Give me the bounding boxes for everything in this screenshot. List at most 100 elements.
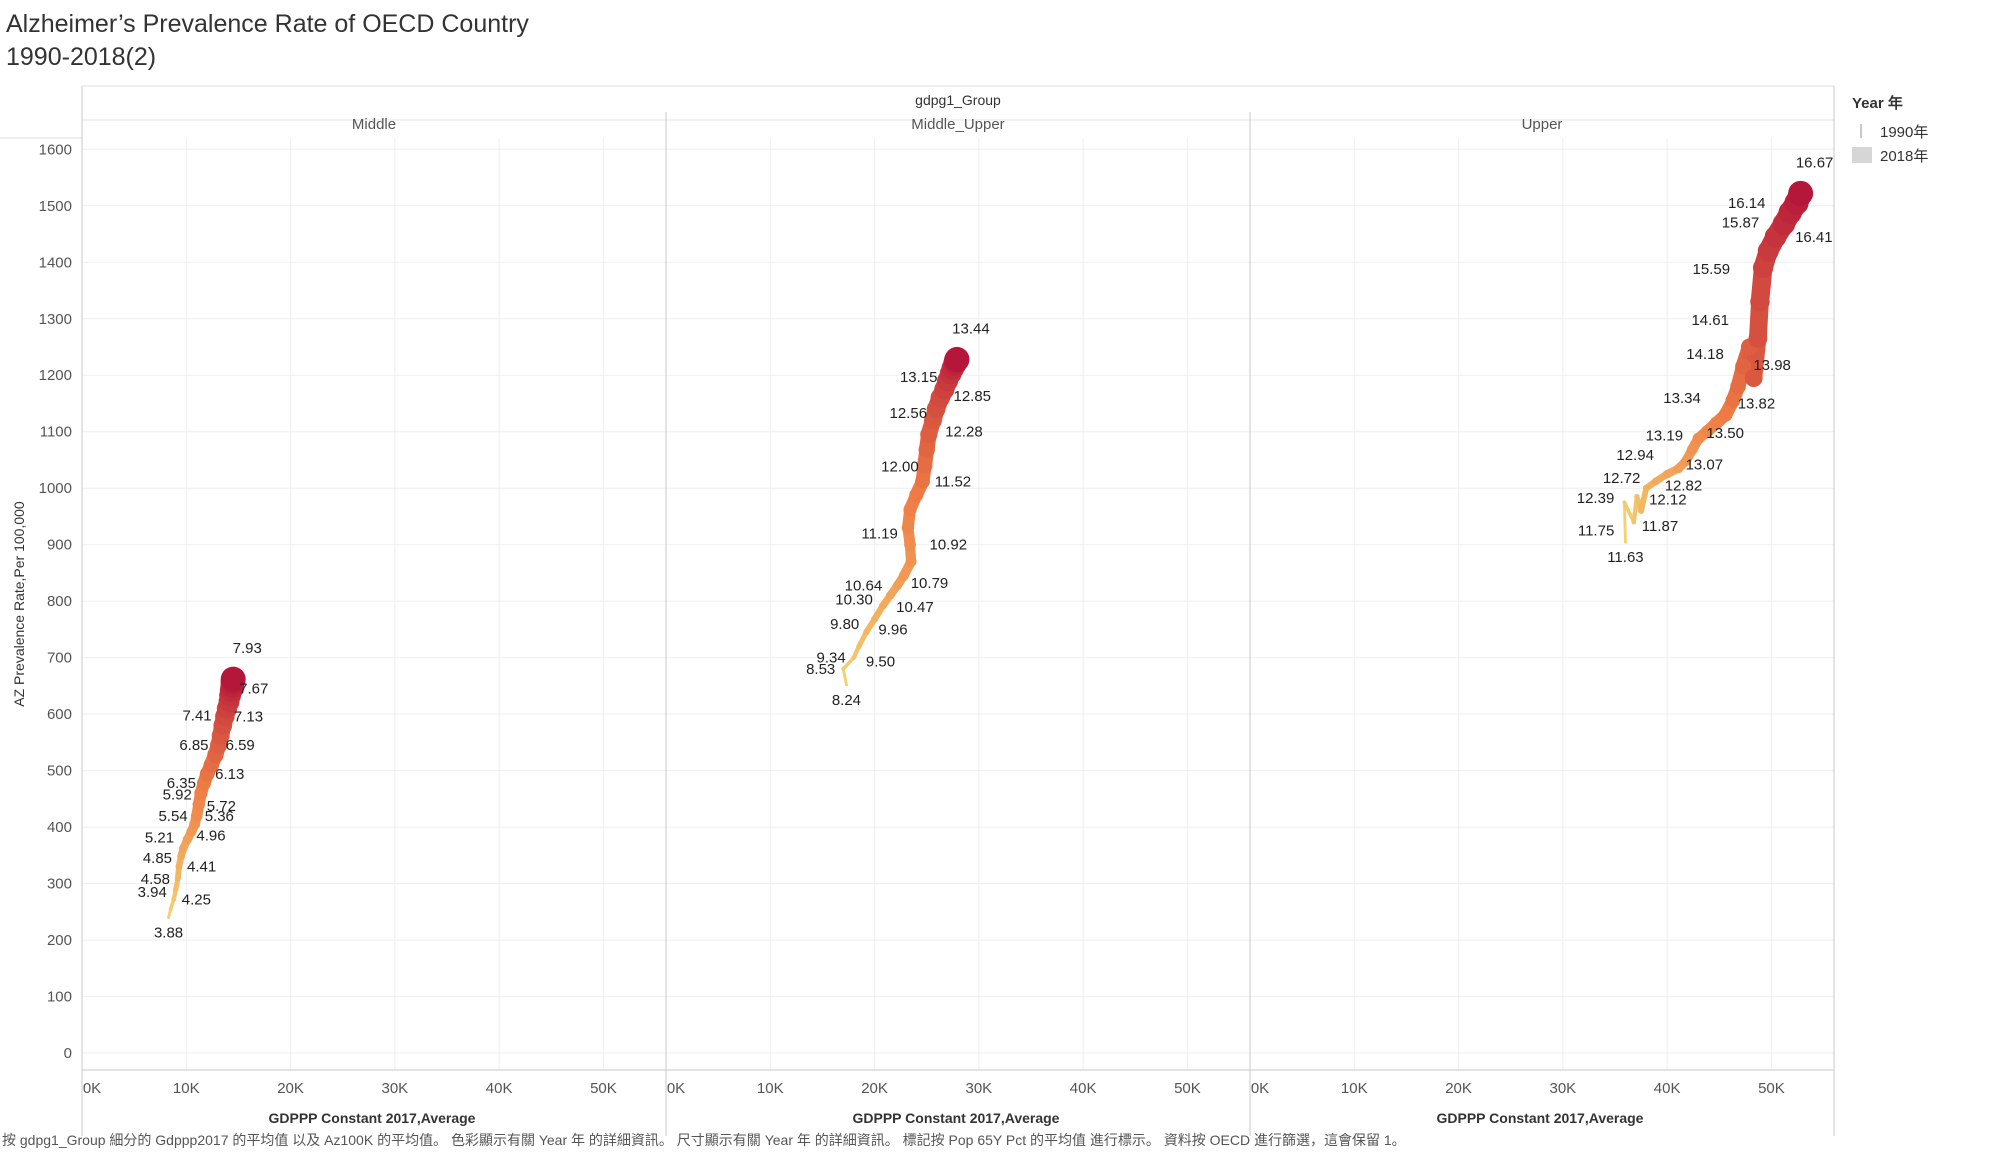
data-label: 11.75 — [1578, 523, 1614, 540]
data-point — [1622, 500, 1627, 505]
data-point — [916, 457, 933, 474]
data-label: 9.80 — [830, 616, 859, 633]
x-tick-label: 40K — [1070, 1080, 1097, 1097]
x-tick-label: 10K — [1341, 1080, 1368, 1097]
data-point — [1638, 507, 1645, 514]
y-tick-label: 1100 — [40, 424, 72, 441]
y-tick-label: 1600 — [39, 141, 72, 158]
legend-swatch-small — [1860, 124, 1862, 138]
data-point — [1651, 477, 1660, 486]
y-tick-label: 1300 — [39, 311, 72, 328]
panel-header-label: Middle_Upper — [911, 116, 1004, 133]
data-label: 11.87 — [1642, 518, 1678, 535]
data-point — [841, 667, 846, 671]
data-point — [190, 809, 203, 822]
data-point — [1662, 469, 1672, 479]
title-line-1: Alzheimer’s Prevalence Rate of OECD Coun… — [6, 10, 529, 38]
data-point — [885, 591, 895, 600]
data-point — [892, 580, 903, 591]
trail-segment — [1638, 485, 1650, 514]
y-tick-label: 200 — [47, 932, 72, 949]
y-tick-label: 1500 — [39, 198, 72, 215]
data-point — [1686, 444, 1698, 456]
legend: Year 年 1990年 2018年 — [1852, 92, 1928, 167]
data-label: 12.00 — [881, 459, 919, 476]
data-label: 13.15 — [900, 369, 938, 386]
chart-title: Alzheimer’s Prevalence Rate of OECD Coun… — [6, 8, 529, 74]
data-point — [1750, 292, 1770, 312]
data-label: 16.41 — [1795, 229, 1833, 246]
data-label: 13.50 — [1706, 425, 1744, 442]
legend-label-2018: 2018年 — [1880, 147, 1929, 165]
data-point — [879, 601, 887, 610]
x-tick-label: 10K — [173, 1080, 200, 1097]
x-axis-label: GDPPP Constant 2017,Average — [269, 1110, 476, 1126]
data-label: 4.96 — [196, 828, 225, 845]
x-tick-label: 30K — [966, 1080, 993, 1097]
x-tick-label: 0K — [667, 1080, 685, 1097]
data-label: 12.39 — [1577, 490, 1615, 507]
y-tick-label: 1400 — [39, 254, 72, 271]
data-label: 13.98 — [1753, 357, 1791, 374]
x-tick-label: 20K — [1445, 1080, 1472, 1097]
data-label: 4.41 — [187, 859, 216, 876]
data-point — [844, 683, 848, 687]
data-label: 5.72 — [207, 798, 236, 815]
data-point — [904, 538, 916, 551]
data-point — [1730, 378, 1746, 395]
x-tick-label: 20K — [861, 1080, 888, 1097]
data-label: 11.63 — [1607, 549, 1643, 566]
data-point — [1634, 494, 1640, 500]
data-label: 10.92 — [930, 537, 968, 554]
data-label: 7.67 — [239, 681, 268, 698]
data-label: 8.53 — [806, 661, 835, 678]
legend-item-2018[interactable]: 2018年 — [1852, 143, 1928, 167]
data-point — [173, 886, 179, 892]
data-label: 4.58 — [141, 871, 170, 888]
data-label: 5.92 — [163, 786, 192, 803]
x-tick-label: 40K — [486, 1080, 513, 1097]
trail-segment — [1622, 500, 1627, 544]
data-point — [851, 655, 856, 660]
data-label: 13.82 — [1738, 395, 1776, 412]
panel-upper: Upper 0K 10K 20K 30K 40K 50K GDPPP Constant 201… — [1251, 116, 1834, 1126]
x-tick-label: 40K — [1654, 1080, 1681, 1097]
data-label: 8.24 — [832, 692, 861, 709]
y-tick-label: 300 — [47, 876, 72, 893]
legend-swatch-large — [1852, 147, 1872, 163]
data-point — [918, 441, 935, 458]
panel-middle: Middle 0K 10K 20K 30K 40K 50K GDPPP Constant 20… — [83, 116, 617, 1126]
x-axis-label: GDPPP Constant 2017,Average — [853, 1110, 1060, 1126]
x-axis-label: GDPPP Constant 2017,Average — [1437, 1110, 1644, 1126]
data-label: 3.94 — [138, 884, 167, 901]
data-point — [177, 852, 185, 861]
data-point — [178, 844, 188, 853]
data-label: 15.87 — [1722, 215, 1760, 232]
data-label: 4.25 — [182, 891, 211, 908]
data-point — [1642, 484, 1650, 492]
data-label: 10.79 — [911, 575, 949, 592]
y-axis-label: AZ Prevalence Rate,Per 100,000 — [11, 501, 27, 707]
x-tick-label: 0K — [83, 1080, 101, 1097]
data-label: 7.41 — [182, 707, 211, 724]
legend-item-1990[interactable]: 1990年 — [1852, 119, 1928, 143]
data-label: 12.56 — [890, 405, 928, 422]
data-label: 12.94 — [1616, 447, 1654, 464]
data-label: 6.85 — [179, 737, 208, 754]
data-label: 11.52 — [935, 473, 971, 490]
data-point — [174, 874, 182, 882]
data-label: 12.12 — [1649, 492, 1687, 509]
column-header-label: gdpg1_Group — [915, 92, 1001, 108]
x-tick-label: 50K — [1174, 1080, 1201, 1097]
data-point — [171, 897, 177, 902]
data-point — [167, 915, 171, 919]
data-point — [1631, 519, 1637, 525]
panel-middle-upper: Middle_Upper 0K 10K 20K 30K 40K 50K GDPPP Const… — [667, 116, 1201, 1126]
data-point — [1748, 329, 1768, 348]
data-point — [1725, 393, 1741, 409]
data-point — [1700, 425, 1713, 438]
data-point — [903, 503, 917, 517]
data-point — [182, 834, 192, 845]
data-point — [1623, 540, 1627, 544]
y-tick-label: 1200 — [39, 367, 72, 384]
